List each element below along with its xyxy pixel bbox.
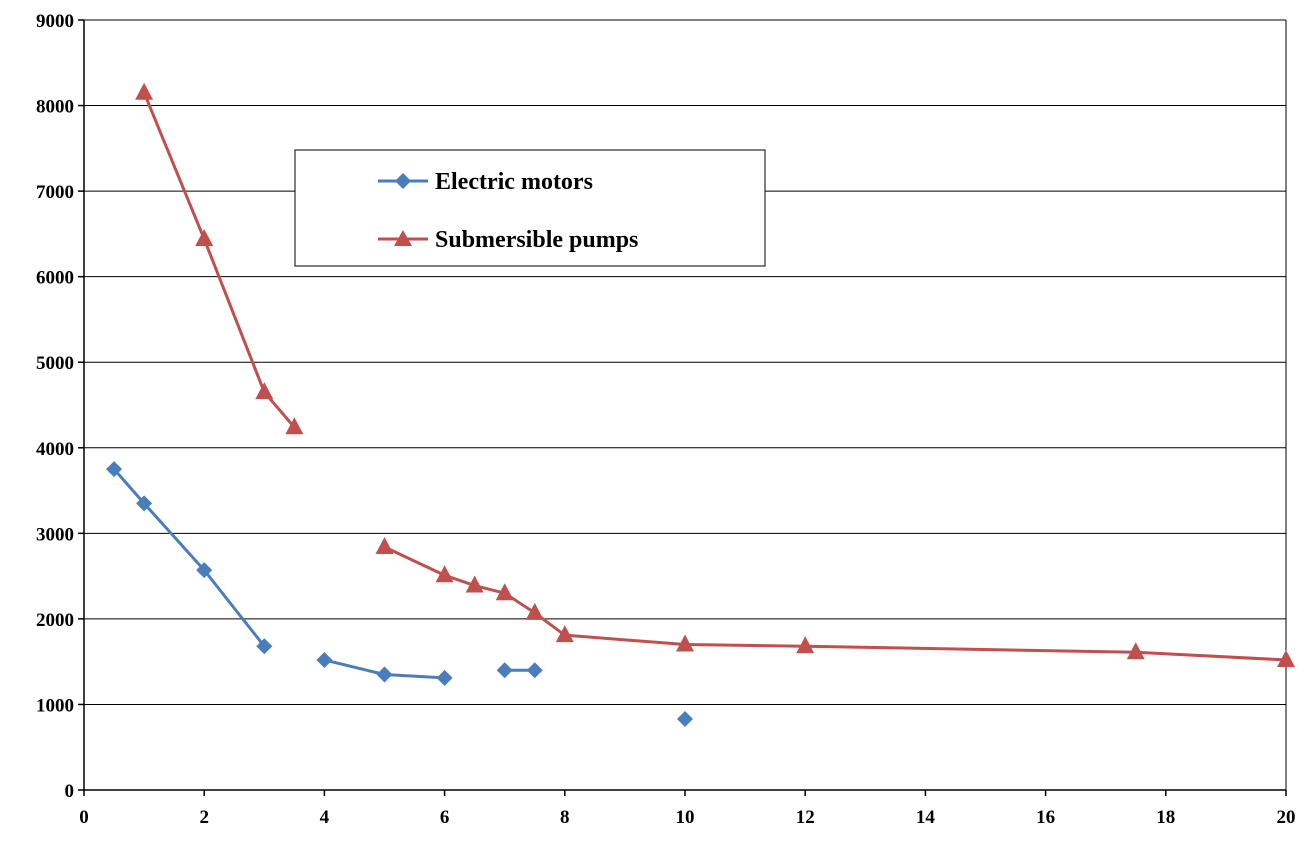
y-tick-label: 4000 — [36, 439, 74, 460]
data-point-submersible-pumps — [435, 565, 454, 583]
data-point-electric-motors — [136, 495, 153, 512]
y-tick-label: 0 — [65, 781, 75, 802]
data-point-submersible-pumps — [1277, 649, 1295, 667]
x-tick-label: 20 — [1277, 807, 1296, 828]
x-tick-label: 14 — [916, 807, 936, 828]
y-tick-label: 2000 — [36, 610, 74, 631]
data-point-electric-motors — [436, 669, 453, 686]
legend-marker-triangle — [394, 230, 412, 246]
x-tick-label: 8 — [560, 807, 570, 828]
data-point-electric-motors — [256, 638, 273, 655]
data-point-submersible-pumps — [195, 229, 214, 247]
x-tick-label: 16 — [1036, 807, 1055, 828]
x-tick-label: 2 — [199, 807, 209, 828]
y-tick-label: 6000 — [36, 268, 74, 289]
legend-label-electric-motors: Electric motors — [435, 169, 593, 195]
series-layer — [106, 82, 1295, 727]
data-point-electric-motors — [677, 710, 693, 727]
data-point-submersible-pumps — [285, 417, 304, 435]
x-tick-label: 12 — [796, 807, 815, 828]
data-point-submersible-pumps — [255, 382, 274, 400]
data-point-electric-motors — [196, 562, 213, 579]
y-axis-ticks: 0 1000 2000 3000 4000 5000 6000 7000 8000 9000 — [36, 11, 84, 802]
legend-marker-diamond — [395, 173, 411, 189]
legend-label-submersible-pumps: Submersible pumps — [435, 227, 638, 253]
series-line-submersible-pumps — [142, 92, 296, 429]
y-tick-label: 1000 — [36, 695, 74, 716]
series-line-submersible-pumps — [383, 545, 1287, 662]
x-tick-label: 4 — [320, 807, 330, 828]
y-tick-label: 7000 — [36, 182, 74, 203]
x-tick-label: 10 — [676, 807, 695, 828]
series-line-electric-motors — [112, 468, 266, 648]
y-tick-label: 8000 — [36, 97, 74, 118]
x-axis-ticks: 0 2 4 6 8 10 12 14 16 18 20 — [79, 790, 1296, 828]
data-point-submersible-pumps — [375, 537, 394, 555]
legend: Electric motors Submersible pumps — [294, 149, 766, 267]
data-point-submersible-pumps — [1126, 642, 1145, 660]
data-point-electric-motors — [376, 666, 393, 683]
data-point-electric-motors — [526, 662, 543, 679]
data-point-electric-motors — [106, 461, 123, 478]
series-electric-motors — [106, 461, 693, 727]
data-point-electric-motors — [496, 662, 513, 679]
y-tick-label: 9000 — [36, 11, 74, 32]
series-submersible-pumps — [135, 82, 1295, 667]
data-point-submersible-pumps — [676, 634, 694, 652]
plot-area — [84, 20, 1286, 790]
data-point-submersible-pumps — [495, 583, 514, 601]
y-tick-label: 3000 — [36, 524, 74, 545]
data-point-submersible-pumps — [796, 636, 815, 654]
data-point-electric-motors — [316, 651, 333, 668]
data-point-submersible-pumps — [525, 602, 544, 620]
data-point-submersible-pumps — [465, 575, 484, 593]
x-tick-label: 18 — [1156, 807, 1175, 828]
x-tick-label: 0 — [79, 807, 89, 828]
y-tick-label: 5000 — [36, 353, 74, 374]
legend-box — [294, 149, 766, 267]
data-point-submersible-pumps — [555, 625, 574, 643]
gridlines — [84, 19, 1286, 705]
data-point-submersible-pumps — [135, 82, 154, 100]
x-tick-label: 6 — [440, 807, 450, 828]
